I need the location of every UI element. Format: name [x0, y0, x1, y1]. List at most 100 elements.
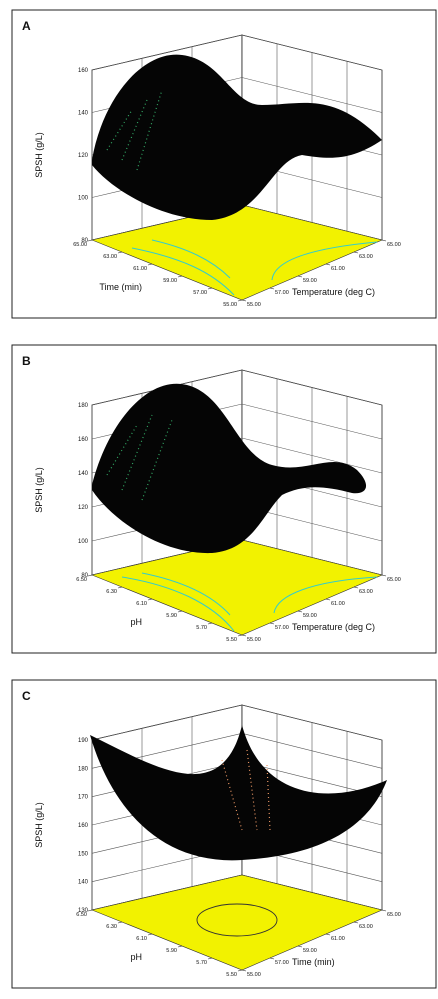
z-tick-label: 180 — [78, 766, 89, 772]
panel: 80 100 120 140 160 65.00 63.00 61.00 59.00 57.00 5… — [11, 9, 437, 319]
x-tick-label: 5.50 — [226, 637, 237, 643]
y-tick-label: 63.00 — [359, 589, 373, 595]
y-tick — [325, 263, 331, 266]
z-tick-label: 140 — [78, 880, 89, 886]
y-tick — [381, 909, 387, 912]
x-tick-label: 61.00 — [133, 266, 147, 272]
x-tick-label: 6.50 — [76, 912, 87, 918]
x-tick-label: 59.00 — [163, 278, 177, 284]
panel: 80 100 120 140 160 180 6.50 6.30 6.10 5.90 5.70 5.5… — [11, 344, 437, 654]
y-tick-label: 61.00 — [331, 266, 345, 272]
x-tick — [87, 574, 93, 577]
z-tick-label: 160 — [78, 68, 89, 74]
panel-label: A — [22, 19, 31, 33]
x-tick-label: 5.90 — [166, 948, 177, 954]
x-tick-label: 5.70 — [196, 960, 207, 966]
surface-dots — [106, 414, 173, 501]
y-tick — [297, 275, 303, 278]
x-tick — [117, 251, 123, 254]
y-tick-label: 55.00 — [247, 637, 261, 643]
z-tick-label: 80 — [81, 238, 88, 244]
y-tick — [353, 586, 359, 589]
x-tick-label: 63.00 — [103, 254, 117, 260]
x-tick — [87, 909, 93, 912]
x-tick-label: 57.00 — [193, 290, 207, 296]
y-tick-label: 63.00 — [359, 924, 373, 930]
z-tick-label: 160 — [78, 437, 89, 443]
x-tick — [147, 933, 153, 936]
x-tick-label: 5.70 — [196, 625, 207, 631]
y-axis-title: Time (min) — [292, 957, 335, 967]
y-tick — [269, 957, 275, 960]
y-tick-label: 57.00 — [275, 960, 289, 966]
x-tick — [177, 275, 183, 278]
x-tick — [117, 921, 123, 924]
z-tick-label: 100 — [78, 539, 89, 545]
y-tick — [353, 251, 359, 254]
panel: 130 140 150 160 170 180 190 6.50 6.30 6.10 5.90 5.7… — [11, 679, 437, 989]
y-tick — [381, 574, 387, 577]
x-tick — [207, 622, 213, 625]
y-axis-title: Temperature (deg C) — [292, 622, 375, 632]
surface-dots — [221, 749, 271, 831]
z-tick-label: 160 — [78, 823, 89, 829]
y-tick-label: 57.00 — [275, 290, 289, 296]
x-tick-label: 6.10 — [136, 936, 147, 942]
z-tick-label: 180 — [78, 403, 89, 409]
y-tick-label: 61.00 — [331, 601, 345, 607]
x-tick — [207, 957, 213, 960]
x-tick — [177, 945, 183, 948]
y-tick-label: 59.00 — [303, 948, 317, 954]
grid-line — [91, 704, 383, 741]
panel-label: B — [22, 354, 31, 368]
y-tick — [297, 610, 303, 613]
y-axis-title: Temperature (deg C) — [292, 287, 375, 297]
x-tick — [87, 239, 93, 242]
surface — [92, 383, 367, 554]
y-tick — [269, 622, 275, 625]
y-tick-label: 55.00 — [247, 302, 261, 308]
contour — [131, 239, 378, 296]
contour — [196, 903, 278, 937]
surface — [90, 725, 387, 861]
z-tick-label: 140 — [78, 111, 89, 117]
z-axis-title: SPSH (g/L) — [34, 132, 44, 178]
y-tick-label: 61.00 — [331, 936, 345, 942]
surface — [92, 54, 382, 220]
y-tick-label: 59.00 — [303, 278, 317, 284]
x-tick — [237, 634, 243, 637]
x-tick-label: 55.00 — [223, 302, 237, 308]
z-tick-label: 190 — [78, 738, 89, 744]
contour — [121, 572, 378, 632]
x-tick — [237, 299, 243, 302]
z-tick-label: 100 — [78, 196, 89, 202]
z-axis-title: SPSH (g/L) — [34, 802, 44, 848]
surface-dots — [106, 89, 163, 171]
y-tick-label: 65.00 — [387, 912, 401, 918]
x-tick — [207, 287, 213, 290]
x-tick-label: 65.00 — [73, 242, 87, 248]
y-tick-label: 59.00 — [303, 613, 317, 619]
x-axis-title: pH — [130, 617, 142, 627]
y-tick — [241, 299, 247, 302]
y-tick — [325, 598, 331, 601]
y-tick — [269, 287, 275, 290]
y-tick-label: 55.00 — [247, 972, 261, 978]
x-axis-title: pH — [130, 952, 142, 962]
x-tick — [117, 586, 123, 589]
x-tick-label: 6.50 — [76, 577, 87, 583]
x-tick — [237, 969, 243, 972]
y-tick — [325, 933, 331, 936]
y-tick-label: 65.00 — [387, 242, 401, 248]
x-tick-label: 6.30 — [106, 589, 117, 595]
y-tick-label: 63.00 — [359, 254, 373, 260]
z-tick-label: 130 — [78, 908, 89, 914]
y-tick — [241, 969, 247, 972]
z-tick-label: 140 — [78, 471, 89, 477]
x-tick-label: 5.50 — [226, 972, 237, 978]
panel-label: C — [22, 689, 31, 703]
z-tick-label: 120 — [78, 153, 89, 159]
z-tick-label: 120 — [78, 505, 89, 511]
z-tick-label: 170 — [78, 795, 89, 801]
